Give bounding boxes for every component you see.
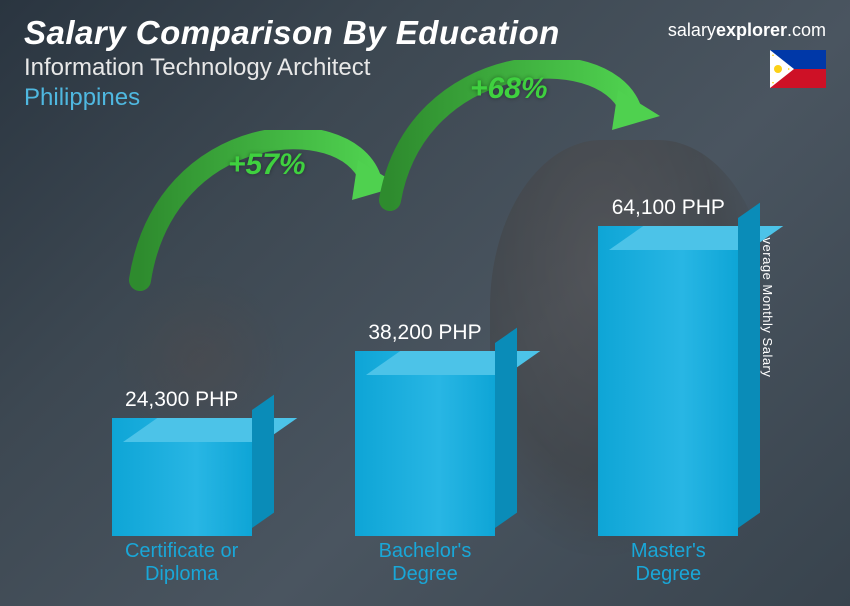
bar-slot: 38,200 PHP xyxy=(335,321,515,536)
increase-percent-label: +57% xyxy=(228,148,306,182)
brand-logo: salaryexplorer.com xyxy=(668,20,826,41)
bar-value-label: 38,200 PHP xyxy=(368,321,481,345)
bar-3d xyxy=(598,226,738,536)
brand-part2: explorer xyxy=(716,20,787,40)
bar-value-label: 24,300 PHP xyxy=(125,388,238,412)
brand-part1: salary xyxy=(668,20,716,40)
bar-side-face xyxy=(495,328,517,528)
bar-3d xyxy=(112,418,252,536)
bar-value-label: 64,100 PHP xyxy=(612,196,725,220)
country-name: Philippines xyxy=(24,84,826,112)
bar-side-face xyxy=(252,395,274,528)
job-title: Information Technology Architect xyxy=(24,54,826,82)
bar-front-face xyxy=(355,351,495,536)
philippines-flag-icon xyxy=(770,50,826,88)
x-axis-label: Master'sDegree xyxy=(578,540,758,588)
increase-percent-label: +68% xyxy=(470,72,548,106)
brand-part3: .com xyxy=(787,20,826,40)
bar-front-face xyxy=(598,226,738,536)
x-axis-label: Certificate orDiploma xyxy=(92,540,272,588)
bar-slot: 64,100 PHP xyxy=(578,196,758,536)
bars-container: 24,300 PHP 38,200 PHP 64,100 PHP xyxy=(60,150,790,536)
x-axis-label: Bachelor'sDegree xyxy=(335,540,515,588)
x-axis-labels: Certificate orDiploma Bachelor'sDegree Mas… xyxy=(60,540,790,588)
bar-side-face xyxy=(738,203,760,528)
salary-bar-chart: 24,300 PHP 38,200 PHP 64,100 PHP Certifi… xyxy=(60,150,790,588)
bar-slot: 24,300 PHP xyxy=(92,388,272,536)
bar-3d xyxy=(355,351,495,536)
